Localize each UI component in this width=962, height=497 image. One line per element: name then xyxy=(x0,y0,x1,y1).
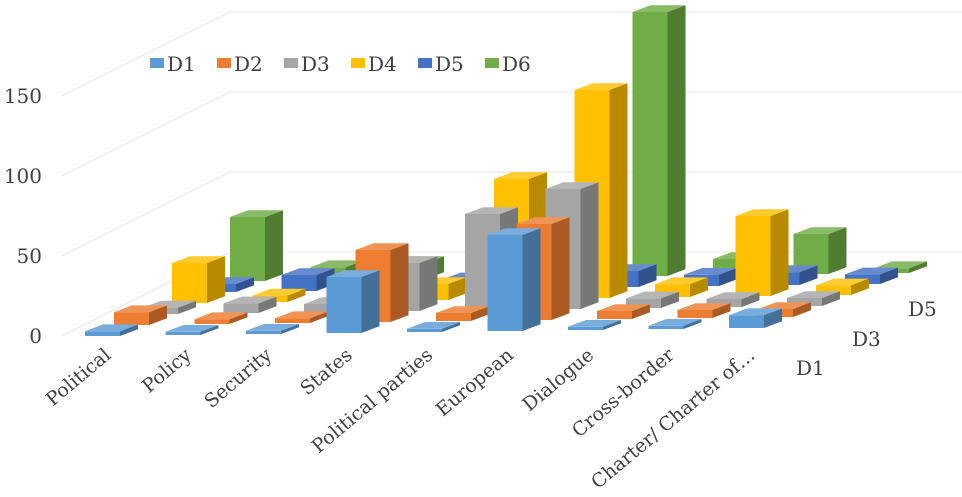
bar-d1-1 xyxy=(85,324,138,336)
legend-label: D1 xyxy=(167,52,196,76)
bar-d4-8 xyxy=(735,209,789,296)
bar-d1-3 xyxy=(246,324,299,334)
y-axis-ticks: 0 50 100 150 xyxy=(4,84,42,348)
bar-d1-5 xyxy=(407,322,460,332)
legend-label: D3 xyxy=(301,52,330,76)
bar-d1-8 xyxy=(648,319,702,329)
depth-label: D3 xyxy=(852,327,881,351)
legend-swatch xyxy=(217,58,231,68)
gridline xyxy=(61,91,962,177)
category-label: Political xyxy=(42,344,115,411)
legend-label: D4 xyxy=(368,52,397,76)
legend-label: D5 xyxy=(435,52,464,76)
y-tick-label: 0 xyxy=(29,324,42,348)
category-label: Charter/ Charter of… xyxy=(587,344,759,493)
depth-axis-labels: D1 D3 D5 xyxy=(796,297,937,380)
bar-d2-2 xyxy=(194,312,248,324)
bar-d3-2 xyxy=(223,296,277,313)
legend-label: D2 xyxy=(234,52,263,76)
bar-d6-1 xyxy=(230,210,283,281)
legend-swatch xyxy=(284,58,298,68)
bar-d2-1 xyxy=(114,305,167,325)
legend: D1 D2 D3 D4 D5 D6 xyxy=(150,52,531,76)
category-label: States xyxy=(296,344,357,400)
bar-d3-7 xyxy=(626,291,679,308)
legend-swatch xyxy=(150,58,164,68)
legend-swatch xyxy=(418,58,432,68)
category-label: Policy xyxy=(138,344,196,398)
bar-d3-9 xyxy=(787,291,840,306)
bar-d1-9 xyxy=(729,308,782,328)
category-label: Dialogue xyxy=(518,344,598,416)
gridline xyxy=(61,171,962,257)
bar-d3-8 xyxy=(706,292,760,307)
bar-d2-8 xyxy=(677,303,731,318)
depth-label: D1 xyxy=(796,356,825,380)
bar-d1-4 xyxy=(326,270,380,333)
legend-item: D1 xyxy=(150,52,196,76)
bar-d1-6 xyxy=(487,228,541,331)
bar-d4-1 xyxy=(172,256,225,303)
bar-d2-7 xyxy=(597,304,650,319)
bar-d4-9 xyxy=(816,278,869,295)
legend-swatch xyxy=(351,58,365,68)
legend-item: D5 xyxy=(418,52,464,76)
category-label: Security xyxy=(200,344,276,413)
legend-item: D6 xyxy=(485,52,531,76)
bar-d2-5 xyxy=(436,306,489,321)
y-tick-label: 100 xyxy=(4,164,42,188)
bar-d6-6 xyxy=(632,5,686,276)
y-tick-label: 50 xyxy=(17,244,42,268)
bar-layer xyxy=(85,5,927,336)
bar-d1-2 xyxy=(165,325,219,335)
bar-d1-7 xyxy=(568,320,621,330)
legend-item: D2 xyxy=(217,52,263,76)
bar-d2-3 xyxy=(275,311,328,323)
legend-item: D4 xyxy=(351,52,397,76)
legend-swatch xyxy=(485,58,499,68)
depth-label: D5 xyxy=(908,297,937,321)
y-tick-label: 150 xyxy=(4,84,42,108)
gridline xyxy=(61,11,962,97)
category-label: European xyxy=(432,344,518,421)
legend-item: D3 xyxy=(284,52,330,76)
legend-label: D6 xyxy=(502,52,531,76)
